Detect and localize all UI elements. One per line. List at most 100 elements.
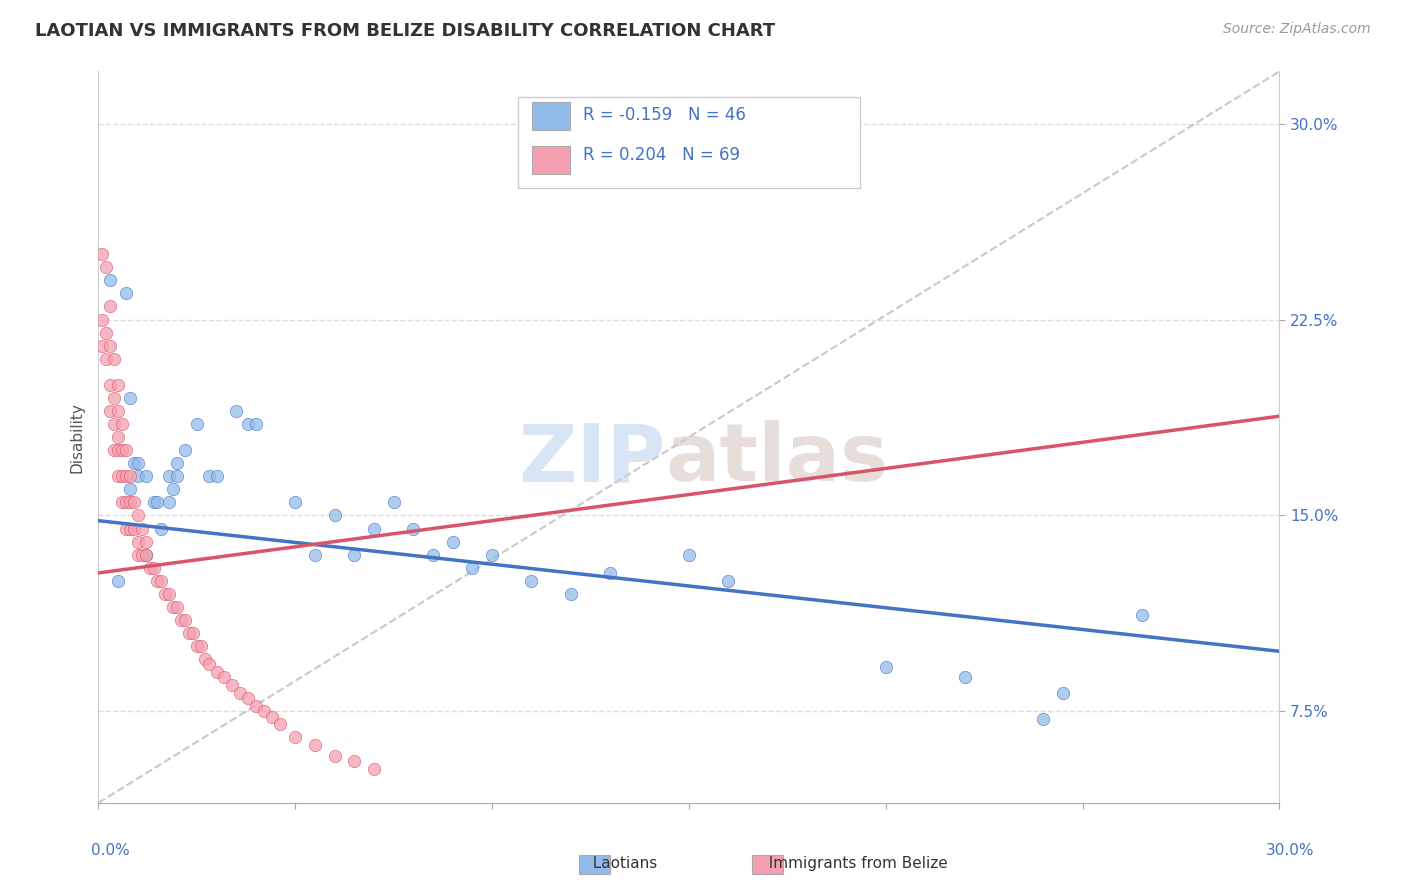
Point — [194, 652, 217, 666]
Point — [122, 456, 145, 470]
Point — [107, 574, 129, 588]
Point — [269, 717, 291, 731]
Bar — [531, 146, 569, 174]
Point — [560, 587, 582, 601]
Text: ZIP: ZIP — [517, 420, 665, 498]
Bar — [579, 855, 610, 874]
Point — [166, 469, 188, 483]
Point — [1130, 607, 1153, 622]
Point — [115, 443, 138, 458]
Point — [118, 469, 141, 483]
Text: R = 0.204   N = 69: R = 0.204 N = 69 — [582, 146, 740, 164]
Text: Immigrants from Belize: Immigrants from Belize — [759, 856, 948, 871]
Point — [343, 754, 366, 768]
Point — [138, 560, 160, 574]
Point — [111, 417, 134, 431]
Point — [118, 391, 141, 405]
Point — [131, 548, 153, 562]
Text: LAOTIAN VS IMMIGRANTS FROM BELIZE DISABILITY CORRELATION CHART: LAOTIAN VS IMMIGRANTS FROM BELIZE DISABI… — [35, 22, 775, 40]
Point — [205, 665, 228, 680]
Point — [304, 548, 326, 562]
Point — [155, 587, 177, 601]
Point — [402, 521, 425, 535]
Point — [304, 739, 326, 753]
Point — [96, 351, 118, 366]
Point — [142, 560, 165, 574]
Point — [717, 574, 740, 588]
Point — [162, 483, 184, 497]
Point — [118, 495, 141, 509]
Point — [115, 286, 138, 301]
Point — [127, 548, 149, 562]
Point — [363, 762, 385, 776]
Bar — [752, 855, 783, 874]
Point — [174, 613, 197, 627]
Point — [481, 548, 503, 562]
Point — [107, 443, 129, 458]
Point — [91, 247, 114, 261]
Point — [98, 404, 121, 418]
FancyBboxPatch shape — [517, 97, 860, 188]
Point — [382, 495, 405, 509]
Bar — [531, 102, 569, 130]
Point — [98, 300, 121, 314]
Point — [115, 469, 138, 483]
Point — [146, 495, 169, 509]
Point — [1052, 686, 1074, 700]
Point — [91, 338, 114, 352]
Point — [127, 469, 149, 483]
Point — [186, 639, 208, 653]
Point — [157, 495, 180, 509]
Point — [422, 548, 444, 562]
Point — [323, 508, 346, 523]
Point — [162, 599, 184, 614]
Y-axis label: Disability: Disability — [69, 401, 84, 473]
Point — [142, 495, 165, 509]
Point — [225, 404, 247, 418]
Point — [253, 705, 276, 719]
Point — [170, 613, 193, 627]
Point — [107, 469, 129, 483]
Point — [343, 548, 366, 562]
Point — [599, 566, 621, 580]
Point — [103, 417, 125, 431]
Point — [166, 599, 188, 614]
Point — [150, 521, 173, 535]
Point — [103, 391, 125, 405]
Point — [520, 574, 543, 588]
Point — [127, 534, 149, 549]
Point — [166, 456, 188, 470]
Point — [115, 521, 138, 535]
Point — [461, 560, 484, 574]
Point — [197, 657, 219, 672]
Point — [236, 691, 259, 706]
Point — [135, 469, 157, 483]
Point — [146, 574, 169, 588]
Point — [98, 273, 121, 287]
Point — [284, 495, 307, 509]
Point — [118, 483, 141, 497]
Point — [127, 508, 149, 523]
Point — [245, 699, 267, 714]
Point — [118, 521, 141, 535]
Point — [103, 443, 125, 458]
Point — [122, 521, 145, 535]
Point — [107, 430, 129, 444]
Point — [205, 469, 228, 483]
Point — [107, 377, 129, 392]
Point — [260, 709, 283, 723]
Point — [115, 495, 138, 509]
Text: atlas: atlas — [665, 420, 889, 498]
Text: Source: ZipAtlas.com: Source: ZipAtlas.com — [1223, 22, 1371, 37]
Point — [221, 678, 243, 692]
Text: 30.0%: 30.0% — [1267, 843, 1315, 858]
Point — [98, 338, 121, 352]
Point — [197, 469, 219, 483]
Point — [157, 587, 180, 601]
Point — [186, 417, 208, 431]
Point — [91, 312, 114, 326]
Point — [135, 548, 157, 562]
Point — [323, 748, 346, 763]
Point — [150, 574, 173, 588]
Point — [363, 521, 385, 535]
